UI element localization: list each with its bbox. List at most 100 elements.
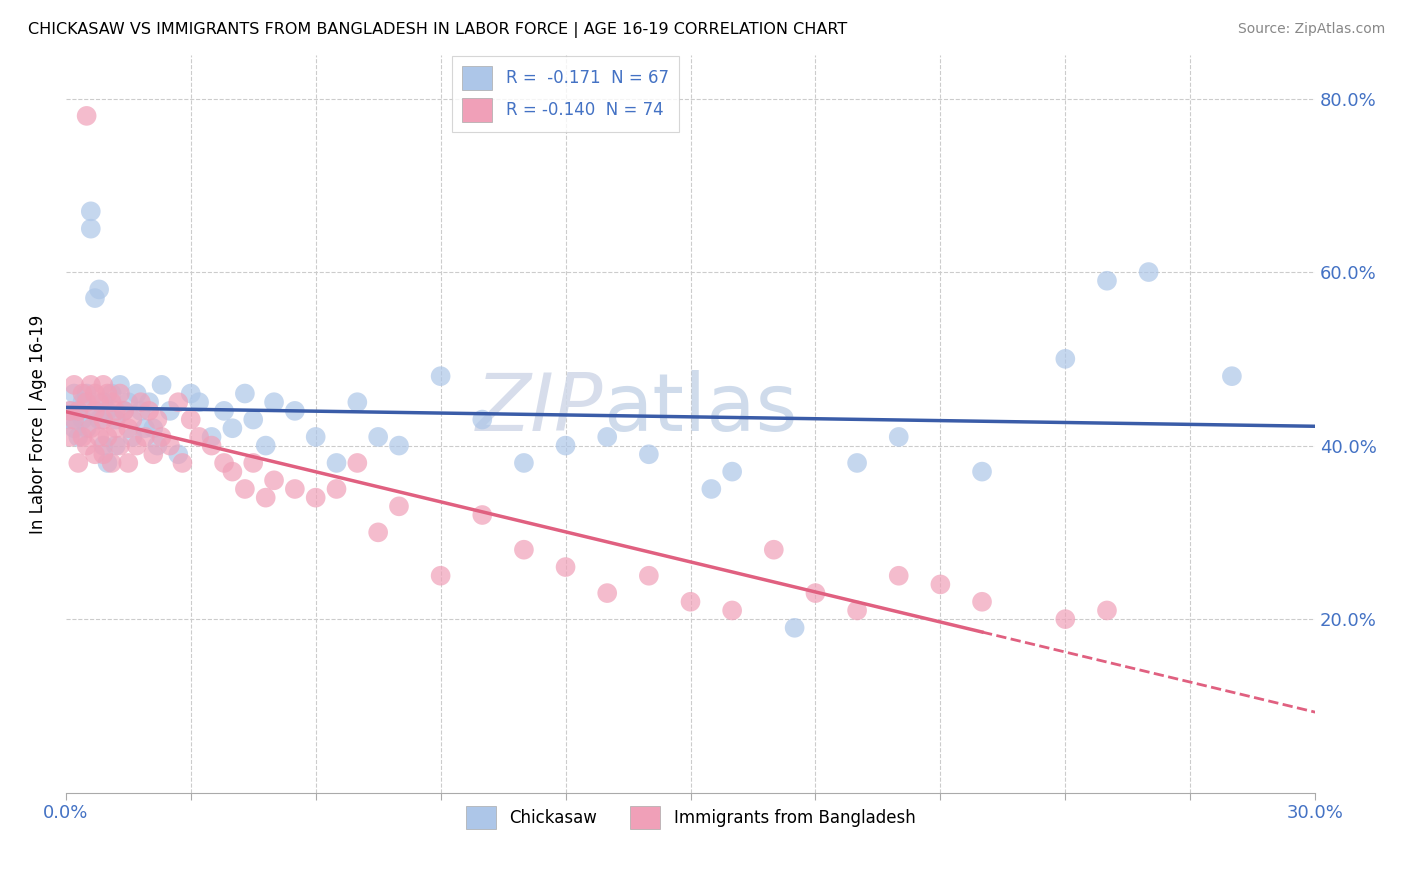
Point <box>76 395 98 409</box>
Point <box>80 204 103 219</box>
Point <box>233 482 256 496</box>
Point <box>146 412 169 426</box>
Point <box>325 456 347 470</box>
Point <box>121 430 143 444</box>
Point <box>91 395 114 409</box>
Point <box>200 430 222 444</box>
Point <box>887 430 910 444</box>
Point <box>63 412 86 426</box>
Point <box>76 109 98 123</box>
Point <box>388 439 411 453</box>
Point <box>100 386 122 401</box>
Point <box>159 404 181 418</box>
Point <box>59 430 82 444</box>
Point <box>212 456 235 470</box>
Point <box>96 386 118 401</box>
Point <box>100 395 122 409</box>
Point <box>284 404 307 418</box>
Point <box>91 439 114 453</box>
Point <box>233 386 256 401</box>
Point <box>63 421 86 435</box>
Point <box>76 421 98 435</box>
Point <box>108 386 131 401</box>
Point <box>67 404 90 418</box>
Point <box>121 412 143 426</box>
Point <box>104 412 127 426</box>
Point <box>80 377 103 392</box>
Point <box>783 621 806 635</box>
Point <box>59 412 82 426</box>
Point <box>846 456 869 470</box>
Point <box>146 439 169 453</box>
Point <box>221 465 243 479</box>
Point <box>138 404 160 418</box>
Point <box>76 439 98 453</box>
Point <box>159 439 181 453</box>
Point <box>325 482 347 496</box>
Point <box>367 430 389 444</box>
Point <box>96 404 118 418</box>
Point <box>89 282 111 296</box>
Point <box>388 500 411 514</box>
Point <box>89 430 111 444</box>
Point <box>762 542 785 557</box>
Point <box>346 395 368 409</box>
Point <box>63 377 86 392</box>
Point <box>305 430 328 444</box>
Point <box>76 386 98 401</box>
Point <box>167 395 190 409</box>
Point <box>117 456 139 470</box>
Point <box>167 447 190 461</box>
Point <box>970 595 993 609</box>
Point <box>284 482 307 496</box>
Point <box>554 439 576 453</box>
Point <box>188 430 211 444</box>
Point <box>134 421 156 435</box>
Point <box>67 404 90 418</box>
Point <box>142 447 165 461</box>
Point <box>104 404 127 418</box>
Point <box>305 491 328 505</box>
Point <box>125 439 148 453</box>
Point <box>887 568 910 582</box>
Point <box>1054 612 1077 626</box>
Point <box>112 404 135 418</box>
Text: CHICKASAW VS IMMIGRANTS FROM BANGLADESH IN LABOR FORCE | AGE 16-19 CORRELATION C: CHICKASAW VS IMMIGRANTS FROM BANGLADESH … <box>28 22 848 38</box>
Point <box>242 456 264 470</box>
Point <box>96 456 118 470</box>
Point <box>471 508 494 522</box>
Point <box>150 430 173 444</box>
Y-axis label: In Labor Force | Age 16-19: In Labor Force | Age 16-19 <box>30 314 46 533</box>
Point <box>221 421 243 435</box>
Point <box>1095 274 1118 288</box>
Point <box>117 395 139 409</box>
Point <box>429 369 451 384</box>
Legend: Chickasaw, Immigrants from Bangladesh: Chickasaw, Immigrants from Bangladesh <box>458 799 922 836</box>
Text: Source: ZipAtlas.com: Source: ZipAtlas.com <box>1237 22 1385 37</box>
Point <box>117 421 139 435</box>
Point <box>72 430 94 444</box>
Point <box>129 395 152 409</box>
Point <box>100 456 122 470</box>
Point <box>554 560 576 574</box>
Point <box>637 568 659 582</box>
Point <box>67 456 90 470</box>
Point <box>679 595 702 609</box>
Point <box>80 421 103 435</box>
Point <box>513 456 536 470</box>
Point <box>63 386 86 401</box>
Point <box>129 404 152 418</box>
Point <box>142 421 165 435</box>
Point <box>104 439 127 453</box>
Point <box>59 404 82 418</box>
Point <box>1095 603 1118 617</box>
Point <box>1220 369 1243 384</box>
Point <box>96 430 118 444</box>
Point <box>200 439 222 453</box>
Point <box>188 395 211 409</box>
Point <box>721 465 744 479</box>
Point <box>172 456 194 470</box>
Point <box>80 221 103 235</box>
Point <box>72 412 94 426</box>
Point <box>108 439 131 453</box>
